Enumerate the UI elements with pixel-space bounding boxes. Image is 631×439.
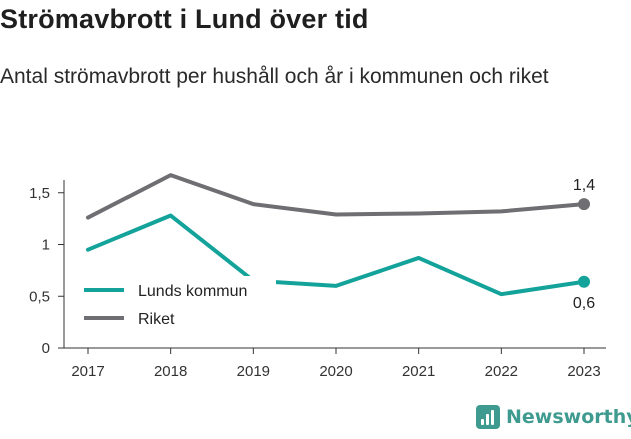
x-tick-label: 2017 [71, 363, 104, 380]
legend-background [76, 276, 276, 334]
series-line-riket [86, 173, 586, 220]
data-label: 0,6 [573, 295, 595, 312]
bar-chart-icon [476, 405, 500, 429]
y-tick-label: 1,5 [29, 185, 50, 202]
x-tick-label: 2018 [154, 363, 187, 380]
brand-logo: Newsworthy [476, 405, 631, 429]
series-end-point [578, 275, 590, 288]
line-chart: 0 0,5 1 1,5 2017 2018 2019 2020 2021 2022 2023 Lund… [29, 173, 606, 380]
y-tick-label: 0,5 [29, 288, 50, 305]
x-tick-label: 2022 [485, 363, 518, 380]
y-tick-label: 1 [42, 237, 50, 254]
data-label: 1,4 [573, 177, 595, 194]
legend-label: Riket [138, 311, 175, 328]
y-tick-label: 0 [42, 340, 50, 357]
x-tick-label: 2021 [402, 363, 435, 380]
x-tick-label: 2020 [319, 363, 352, 380]
x-tick-label: 2019 [237, 363, 270, 380]
legend-label: Lunds kommun [138, 283, 247, 300]
brand-name: Newsworthy [506, 406, 631, 428]
series-line-lunds-kommun [86, 213, 586, 297]
series-end-point [578, 198, 590, 211]
chart-subtitle: Antal strömavbrott per hushåll och år i … [0, 65, 549, 88]
chart-title: Strömavbrott i Lund över tid [0, 4, 369, 34]
x-tick-label: 2023 [567, 363, 600, 380]
